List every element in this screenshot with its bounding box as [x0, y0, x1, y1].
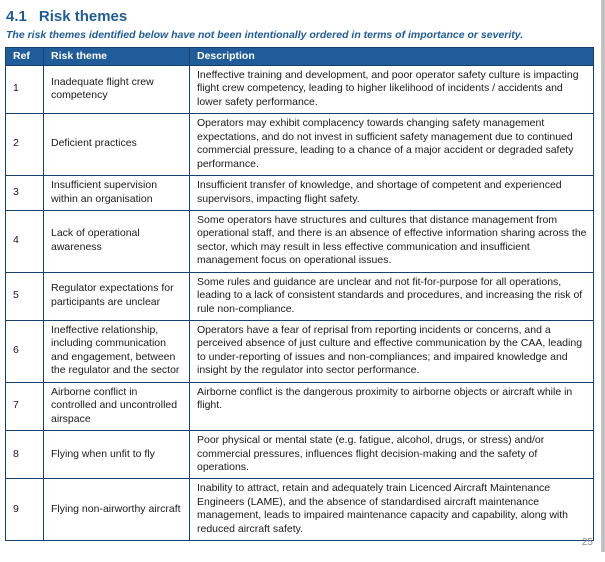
ref-cell: 1: [5, 64, 44, 115]
table-row: 6 Ineffective relationship, including co…: [5, 320, 594, 383]
description-cell: Airborne conflict is the dangerous proxi…: [189, 381, 594, 432]
scrollbar-thumb[interactable]: [601, 0, 605, 552]
description-cell: Inability to attract, retain and adequat…: [189, 478, 594, 542]
section-number: 4.1: [6, 8, 27, 25]
table-row: 5 Regulator expectations for participant…: [5, 271, 594, 322]
theme-cell: Deficient practices: [43, 113, 190, 177]
theme-cell: Ineffective relationship, including comm…: [43, 320, 190, 383]
description-cell: Poor physical or mental state (e.g. fati…: [189, 430, 594, 480]
header-risk-theme: Risk theme: [43, 47, 190, 66]
ref-cell: 4: [5, 209, 44, 273]
header-ref: Ref: [5, 47, 44, 66]
table-row: 7 Airborne conflict in controlled and un…: [5, 381, 594, 432]
description-cell: Some rules and guidance are unclear and …: [189, 271, 594, 322]
table-header-row: Ref Risk theme Description: [5, 47, 594, 66]
ref-cell: 9: [5, 478, 44, 542]
table-row: 9 Flying non-airworthy aircraft Inabilit…: [5, 478, 594, 542]
ref-cell: 8: [5, 430, 44, 480]
theme-cell: Airborne conflict in controlled and unco…: [43, 381, 190, 432]
theme-cell: Inadequate flight crew competency: [43, 64, 190, 115]
page-number: 25: [581, 537, 593, 548]
ref-cell: 7: [5, 381, 44, 432]
section-heading: 4.1 Risk themes: [6, 8, 593, 25]
description-cell: Insufficient transfer of knowledge, and …: [189, 175, 594, 211]
theme-cell: Regulator expectations for participants …: [43, 271, 190, 322]
ref-cell: 2: [5, 113, 44, 177]
table-row: 1 Inadequate flight crew competency Inef…: [5, 64, 594, 115]
table-row: 2 Deficient practices Operators may exhi…: [5, 113, 594, 177]
ref-cell: 6: [5, 320, 44, 383]
theme-cell: Flying non-airworthy aircraft: [43, 478, 190, 542]
description-cell: Operators have a fear of reprisal from r…: [189, 320, 594, 383]
table-row: 8 Flying when unfit to fly Poor physical…: [5, 430, 594, 480]
ref-cell: 3: [5, 175, 44, 211]
theme-cell: Flying when unfit to fly: [43, 430, 190, 480]
theme-cell: Lack of operational awareness: [43, 209, 190, 273]
ref-cell: 5: [5, 271, 44, 322]
section-subtitle: The risk themes identified below have no…: [6, 29, 524, 41]
scrollbar-track[interactable]: [601, 0, 605, 552]
theme-cell: Insufficient supervision within an organ…: [43, 175, 190, 211]
table-row: 3 Insufficient supervision within an org…: [5, 175, 594, 211]
description-cell: Ineffective training and development, an…: [189, 64, 594, 115]
description-cell: Operators may exhibit complacency toward…: [189, 113, 594, 177]
section-title: Risk themes: [38, 8, 128, 25]
risk-themes-table: Ref Risk theme Description 1 Inadequate …: [5, 47, 594, 542]
table-row: 4 Lack of operational awareness Some ope…: [5, 209, 594, 273]
description-cell: Some operators have structures and cultu…: [189, 209, 594, 273]
header-description: Description: [189, 47, 594, 66]
